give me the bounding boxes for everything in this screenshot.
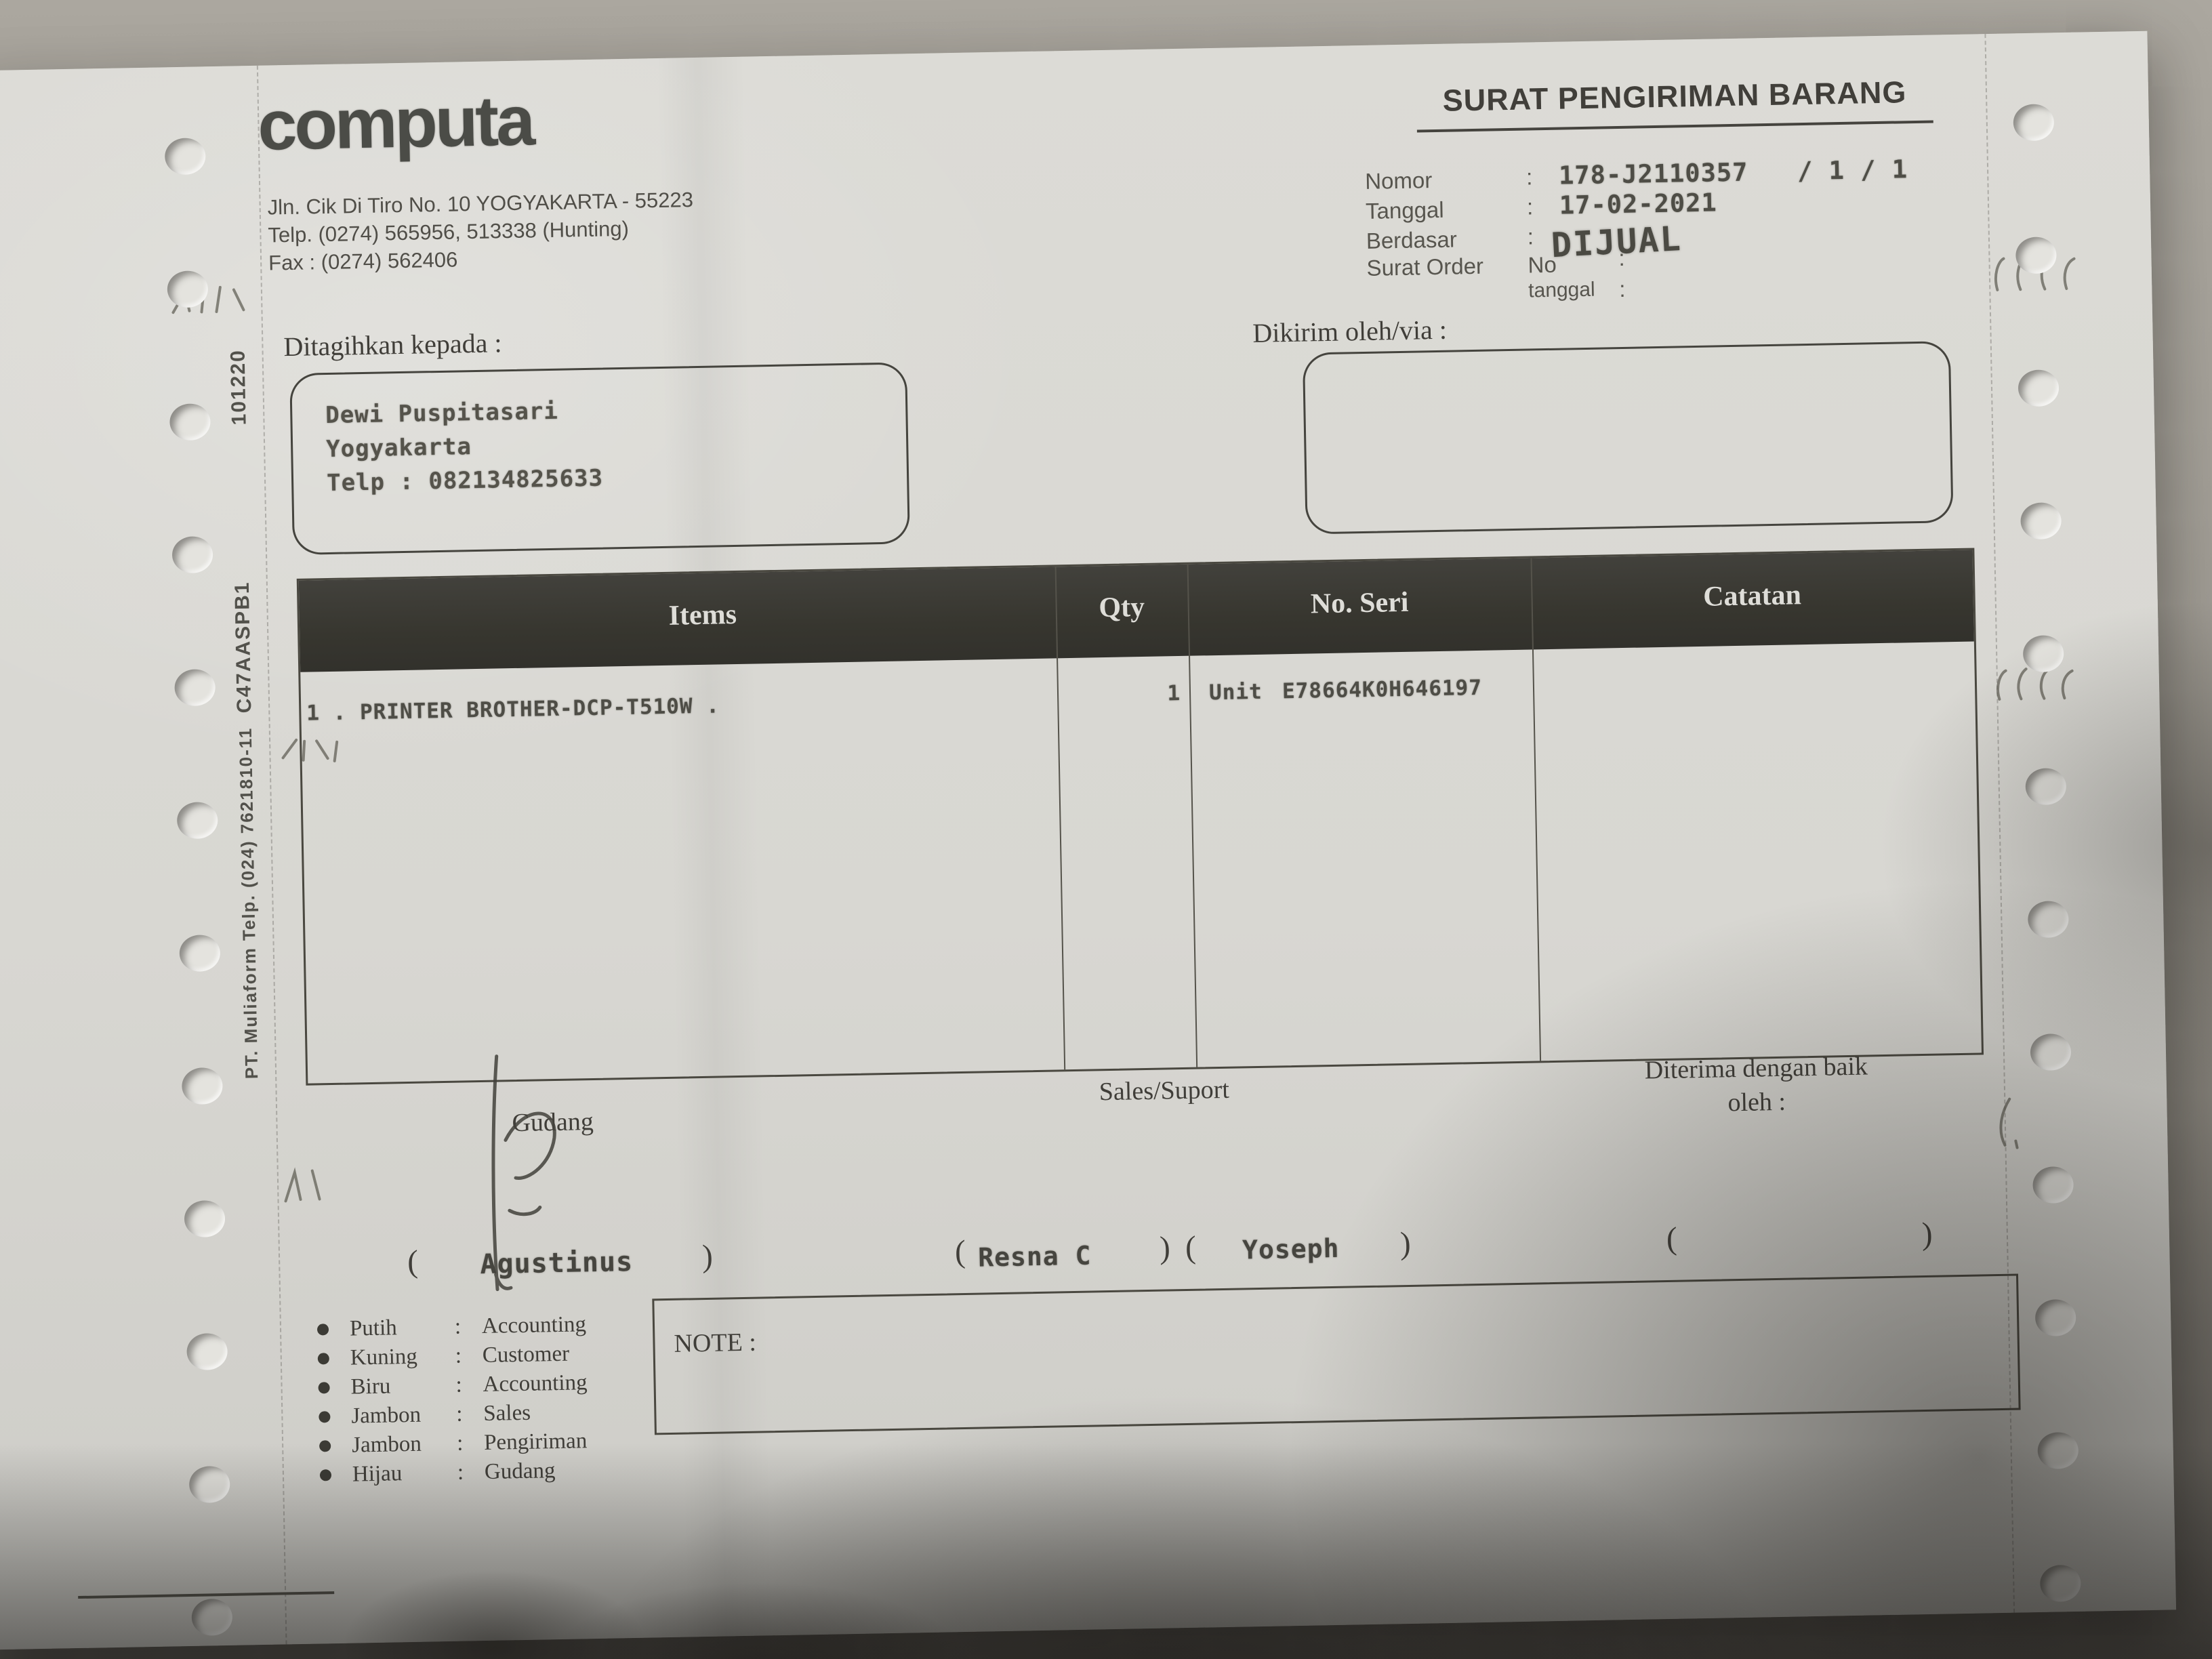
delivery-note-paper: 101220 C47AASPB1 PT. Muliaform Telp. (02… — [0, 30, 2177, 1650]
handwriting-overlay — [171, 255, 2076, 1292]
margin-pen-marks — [171, 255, 2076, 1203]
gudang-signature — [491, 1054, 556, 1292]
